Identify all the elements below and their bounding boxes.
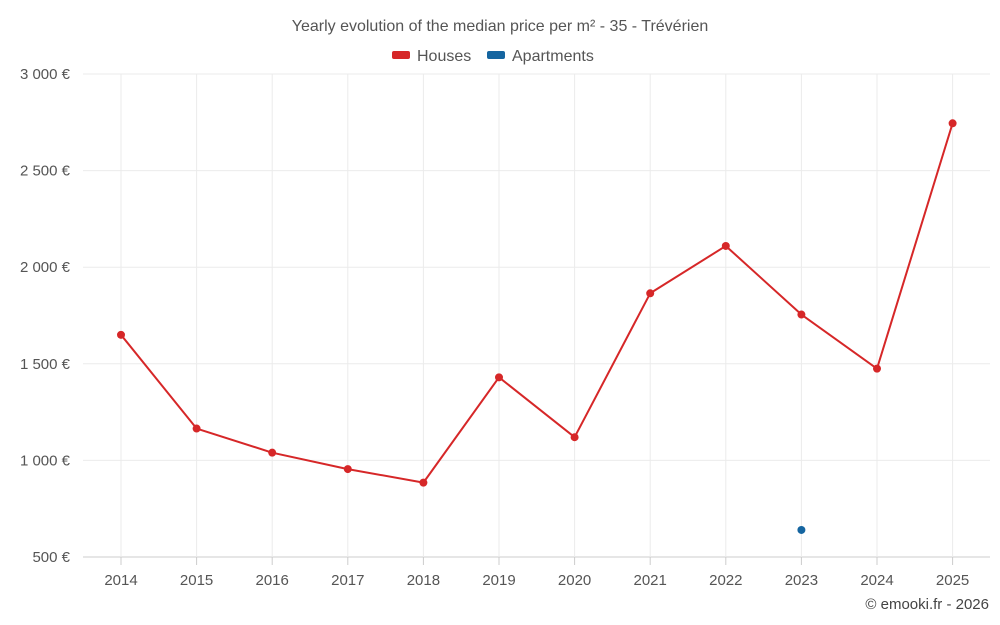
y-tick-label: 1 000 € [20, 452, 71, 469]
x-tick-label: 2022 [709, 572, 742, 589]
data-point-houses[interactable] [268, 448, 277, 457]
data-point-houses[interactable] [495, 373, 503, 382]
series [117, 119, 957, 534]
chart-title: Yearly evolution of the median price per… [292, 18, 709, 35]
data-point-houses[interactable] [873, 364, 881, 373]
data-point-apartments[interactable] [797, 525, 806, 534]
data-point-houses[interactable] [721, 241, 730, 250]
y-axis: 500 € 1 000 € 1 500 € 2 000 € 2 500 € 3 000 € [20, 66, 71, 566]
data-point-houses[interactable] [343, 465, 352, 474]
x-tick-label: 2017 [331, 572, 364, 589]
data-point-houses[interactable] [117, 330, 125, 339]
legend-label-apartments: Apartments [512, 48, 594, 65]
legend-swatch-apartments [487, 51, 505, 59]
y-tick-label: 2 000 € [20, 259, 71, 276]
legend-item-houses[interactable]: Houses [392, 48, 471, 65]
data-point-houses[interactable] [797, 310, 806, 319]
x-tick-label: 2019 [482, 572, 515, 589]
series-line-houses [120, 122, 954, 484]
y-tick-label: 3 000 € [20, 66, 71, 83]
x-tick-label: 2023 [785, 572, 818, 589]
x-tick-label: 2021 [634, 572, 667, 589]
credit-text: © emooki.fr - 2026 [865, 596, 989, 613]
data-point-houses[interactable] [192, 424, 201, 433]
x-axis: 2014 2015 2016 2017 2018 2019 2020 2021 2022 2023… [104, 557, 969, 589]
x-tick-label: 2020 [558, 572, 591, 589]
x-tick-label: 2016 [256, 572, 289, 589]
data-point-houses[interactable] [570, 433, 579, 442]
y-tick-label: 2 500 € [20, 163, 71, 180]
x-tick-label: 2015 [180, 572, 213, 589]
x-tick-label: 2024 [860, 572, 893, 589]
legend: Houses Apartments [392, 48, 594, 65]
y-tick-label: 500 € [32, 549, 70, 566]
data-point-houses[interactable] [948, 119, 957, 128]
x-tick-label: 2025 [936, 572, 969, 589]
x-tick-label: 2014 [104, 572, 137, 589]
data-point-houses[interactable] [419, 478, 428, 487]
grid [83, 73, 990, 558]
legend-item-apartments[interactable]: Apartments [487, 48, 594, 65]
legend-label-houses: Houses [417, 48, 471, 65]
x-tick-label: 2018 [407, 572, 440, 589]
y-tick-label: 1 500 € [20, 356, 71, 373]
data-point-houses[interactable] [646, 289, 655, 298]
legend-swatch-houses [392, 51, 410, 59]
